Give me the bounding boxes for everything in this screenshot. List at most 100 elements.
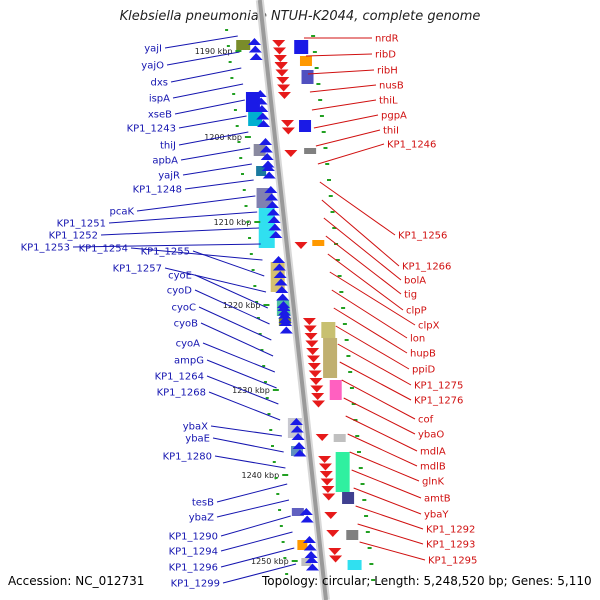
leader-KP1_1293: [357, 523, 424, 545]
left-gene-arrow-4: [253, 90, 267, 97]
gene-label-xseB: xseB: [148, 110, 172, 121]
leader-nusB: [309, 84, 377, 93]
gene-label-KP1_1276: KP1_1276: [414, 396, 463, 407]
gene-arrows: [247, 38, 343, 571]
left-gene-arrow-39: [293, 449, 307, 457]
position-tick-label-7: 1250 kbp: [251, 557, 289, 566]
left-gene-arrow-9: [259, 138, 273, 145]
gene-label-pcaK: pcaK: [109, 207, 134, 218]
feature-band-19: [299, 120, 312, 132]
left-gene-arrow-41: [300, 515, 314, 523]
left-gene-arrow-3: [249, 53, 263, 60]
gene-label-hupB: hupB: [410, 349, 436, 360]
leader-mdlA: [345, 415, 418, 452]
gene-label-KP1_1275: KP1_1275: [414, 381, 463, 392]
leader-KP1_1295: [359, 541, 426, 561]
position-tick-label-3: 1210 kbp: [214, 218, 252, 227]
feature-band-4: [253, 144, 266, 156]
leader-apbA: [180, 147, 251, 161]
leader-pgpA: [313, 114, 379, 129]
gene-label-KP1_1290: KP1_1290: [169, 532, 218, 543]
gene-label-cof: cof: [418, 415, 434, 426]
gene-label-KP1_1243: KP1_1243: [127, 124, 176, 135]
leader-ispA: [172, 83, 244, 99]
left-gene-arrow-13: [261, 164, 275, 171]
right-gene-arrow-59: [294, 242, 308, 249]
left-gene-arrow-12: [261, 160, 275, 168]
left-gene-arrow-31: [277, 304, 291, 311]
left-gene-arrow-1: [247, 38, 261, 45]
position-ticks: 1190 kbp 1200 kbp 1210 kbp 1220 kbp 1230 kbp…: [195, 29, 376, 581]
left-gene-arrow-7: [256, 112, 270, 120]
right-gene-arrow-48: [273, 47, 287, 55]
right-gene-arrow-47: [272, 40, 286, 47]
right-gene-arrow-82: [329, 555, 343, 563]
right-gene-arrow-65: [307, 355, 321, 363]
leader-ribH: [307, 69, 375, 75]
gene-label-thiI: thiI: [383, 126, 399, 137]
accession-text: Accession: NC_012731: [8, 574, 145, 588]
leader-bolA: [323, 217, 402, 281]
feature-band-21: [312, 240, 325, 246]
right-gene-arrow-73: [318, 456, 332, 463]
gene-label-bolA: bolA: [404, 276, 426, 287]
leader-cyoE: [194, 274, 268, 309]
leader-ybaZ: [216, 499, 290, 518]
gene-label-ppiD: ppiD: [412, 365, 435, 376]
left-gene-arrow-27: [276, 293, 290, 301]
genome-backbone: [255, 0, 330, 600]
gene-label-KP1_1280: KP1_1280: [163, 452, 212, 463]
right-gene-arrow-74: [318, 463, 332, 471]
gene-label-KP1_1294: KP1_1294: [169, 547, 218, 558]
leader-KP1_1256: [319, 181, 396, 236]
feature-band-12: [291, 446, 304, 456]
leader-amtB: [351, 469, 422, 499]
leader-ybaE: [212, 437, 284, 453]
gene-label-KP1_1299: KP1_1299: [171, 579, 220, 590]
left-gene-arrow-24: [273, 271, 287, 278]
feature-band-3: [248, 112, 263, 126]
feature-band-22: [321, 322, 336, 338]
right-gene-arrow-75: [319, 471, 333, 478]
leader-cyoC: [198, 306, 272, 341]
gene-label-ribH: ribH: [377, 66, 398, 77]
leader-KP1_1248: [184, 179, 254, 190]
left-gene-arrow-44: [304, 551, 318, 558]
gene-label-KP1_1293: KP1_1293: [426, 540, 475, 551]
leader-KP1_1268: [208, 391, 281, 421]
gene-label-KP1_1264: KP1_1264: [155, 372, 204, 383]
left-gene-arrow-38: [292, 442, 306, 449]
leader-tig: [325, 235, 402, 295]
left-gene-arrow-16: [265, 193, 279, 201]
leader-KP1_1276: [339, 361, 412, 401]
feature-band-26: [335, 452, 350, 492]
leader-ybaY: [353, 487, 422, 515]
right-gene-arrow-55: [277, 92, 291, 99]
gene-label-lon: lon: [410, 334, 425, 345]
gene-label-KP1_1254: KP1_1254: [79, 244, 128, 255]
feature-band-25: [333, 434, 346, 442]
leader-KP1_1275: [337, 343, 412, 386]
gene-label-mdlB: mdlB: [420, 462, 446, 473]
leader-KP1_1246: [317, 143, 385, 165]
left-gene-arrow-23: [272, 263, 286, 271]
position-tick-label-1: 1190 kbp: [195, 47, 233, 56]
left-gene-arrow-15: [264, 186, 278, 193]
leader-KP1_1296: [220, 547, 295, 568]
leader-thiJ: [178, 131, 249, 146]
left-gene-arrow-32: [278, 311, 292, 319]
right-gene-arrow-66: [307, 363, 321, 370]
right-gene-arrow-57: [281, 127, 295, 135]
feature-band-28: [346, 530, 359, 540]
gene-label-KP1_1266: KP1_1266: [402, 262, 451, 273]
leader-ybaO: [343, 397, 416, 435]
gene-label-yajR: yajR: [158, 171, 180, 182]
leader-KP1_1255: [192, 250, 265, 277]
leader-KP1_1251: [108, 211, 258, 224]
right-gene-arrow-68: [309, 378, 323, 385]
right-gene-arrow-49: [273, 55, 287, 62]
left-gene-arrow-21: [269, 231, 283, 238]
leader-cyoB: [200, 322, 274, 357]
left-gene-arrow-40: [299, 508, 313, 515]
